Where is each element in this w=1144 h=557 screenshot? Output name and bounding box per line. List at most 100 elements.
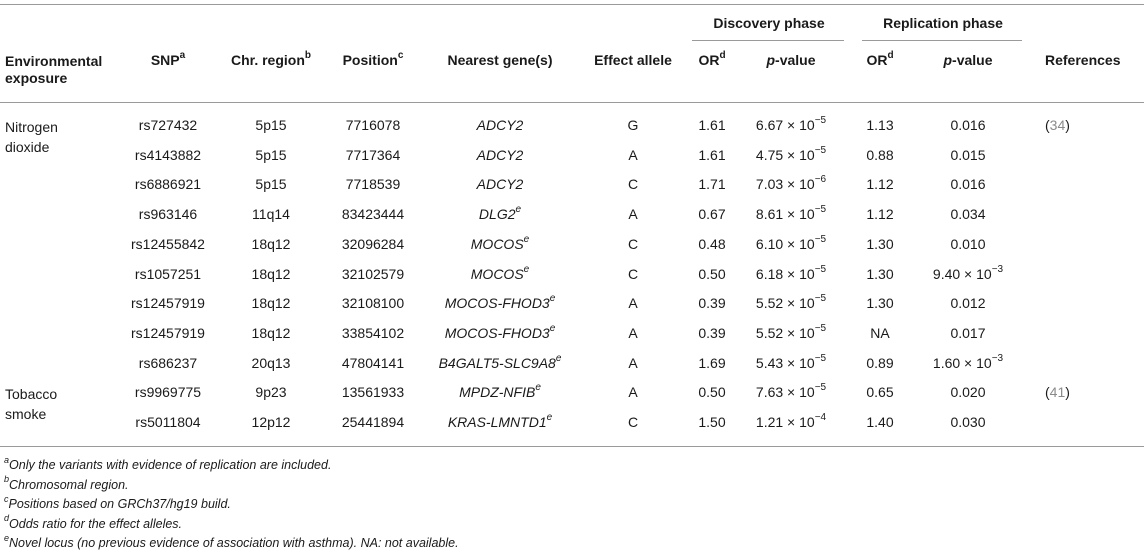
cell-replication-p-value-text: 0.016 bbox=[950, 117, 986, 133]
cell-replication-or: 0.65 bbox=[858, 384, 902, 401]
cell-discovery-p-value-text: 6.18 × 10 bbox=[755, 266, 815, 282]
cell-snp: rs6886921 bbox=[118, 176, 218, 193]
cell-chr-region-text: 5p15 bbox=[255, 147, 287, 163]
cell-nearest-gene-text: ADCY2 bbox=[476, 117, 524, 133]
cell-replication-or: 1.30 bbox=[858, 236, 902, 253]
reference-link[interactable]: 41 bbox=[1049, 384, 1066, 400]
cell-position: 83423444 bbox=[324, 206, 422, 223]
cell-effect-allele: A bbox=[578, 355, 688, 372]
cell-replication-or-text: 1.30 bbox=[866, 295, 894, 311]
cell-discovery-or-text: 0.39 bbox=[698, 295, 726, 311]
cell-chr-region: 18q12 bbox=[218, 325, 324, 342]
cell-effect-allele-text: C bbox=[627, 176, 639, 192]
cell-effect-allele: C bbox=[578, 266, 688, 283]
cell-effect-allele-text: A bbox=[628, 325, 638, 341]
cell-effect-allele-text: C bbox=[627, 236, 639, 252]
col-header-pos-text: Position bbox=[342, 52, 398, 68]
cell-replication-or: 1.30 bbox=[858, 266, 902, 283]
cell-snp-text: rs12457919 bbox=[131, 325, 205, 341]
cell-effect-allele: A bbox=[578, 325, 688, 342]
cell-discovery-or-text: 1.71 bbox=[698, 176, 726, 192]
cell-chr-region: 18q12 bbox=[218, 295, 324, 312]
cell-effect-allele-text: C bbox=[627, 266, 639, 282]
cell-chr-region: 5p15 bbox=[218, 147, 324, 164]
cell-discovery-or: 0.39 bbox=[690, 325, 734, 342]
footnote-text: Only the variants with evidence of repli… bbox=[9, 458, 332, 472]
cell-replication-p-value-sup: −3 bbox=[991, 264, 1004, 276]
cell-snp: rs5011804 bbox=[118, 414, 218, 431]
cell-replication-p-value-text: 0.016 bbox=[950, 176, 986, 192]
cell-nearest-gene-text: KRAS-LMNTD1 bbox=[447, 414, 547, 430]
footnote: cPositions based on GRCh37/hg19 build. bbox=[4, 493, 231, 512]
cell-chr-region: 18q12 bbox=[218, 236, 324, 253]
cell-replication-p-value: 0.016 bbox=[912, 176, 1024, 193]
table-bottom-rule bbox=[0, 446, 1144, 447]
col-header-snp-sup: a bbox=[179, 50, 186, 62]
cell-nearest-gene-text: MOCOS-FHOD3 bbox=[444, 325, 550, 341]
footnote: dOdds ratio for the effect alleles. bbox=[4, 514, 182, 532]
cell-effect-allele: C bbox=[578, 176, 688, 193]
footnote-mark: c bbox=[4, 493, 9, 504]
cell-position: 7717364 bbox=[324, 147, 422, 164]
group-label-line: Nitrogen bbox=[5, 119, 58, 135]
cell-chr-region-text: 18q12 bbox=[251, 236, 291, 252]
cell-snp-text: rs12457919 bbox=[131, 295, 205, 311]
col-header-discovery-p-value: p-value bbox=[740, 52, 842, 69]
reference-citation[interactable]: (34) bbox=[1045, 117, 1070, 134]
footnote-mark: b bbox=[4, 474, 10, 485]
col-header-env-line1: Environmental bbox=[5, 53, 103, 69]
cell-snp-text: rs963146 bbox=[138, 206, 198, 222]
cell-nearest-gene: MOCOSe bbox=[422, 235, 578, 253]
cell-nearest-gene-sup: e bbox=[523, 264, 530, 276]
cell-discovery-or-text: 0.50 bbox=[698, 384, 726, 400]
cell-discovery-p-value-sup: −5 bbox=[814, 353, 827, 365]
cell-snp: rs12457919 bbox=[118, 295, 218, 312]
cell-discovery-p-value-sup: −5 bbox=[814, 145, 827, 157]
cell-replication-p-value: 0.020 bbox=[912, 384, 1024, 401]
cell-chr-region: 5p15 bbox=[218, 117, 324, 134]
group-label: Nitrogen dioxide bbox=[5, 117, 58, 157]
footnote-text: Positions based on GRCh37/hg19 build. bbox=[8, 497, 231, 511]
cell-snp: rs1057251 bbox=[118, 266, 218, 283]
reference-link[interactable]: 34 bbox=[1049, 117, 1066, 133]
footnote-text: Novel locus (no previous evidence of ass… bbox=[9, 536, 459, 550]
cell-nearest-gene-text: DLG2 bbox=[478, 206, 516, 222]
replication-group-rule bbox=[862, 40, 1022, 41]
cell-position: 32108100 bbox=[324, 295, 422, 312]
cell-chr-region: 20q13 bbox=[218, 355, 324, 372]
cell-discovery-p-value-sup: −5 bbox=[814, 382, 827, 394]
cell-nearest-gene: ADCY2 bbox=[422, 147, 578, 164]
cell-effect-allele: A bbox=[578, 295, 688, 312]
cell-replication-p-value: 0.034 bbox=[912, 206, 1024, 223]
cell-replication-p-value-text: 0.017 bbox=[950, 325, 986, 341]
cell-replication-or-text: 1.30 bbox=[866, 266, 894, 282]
cell-discovery-p-value: 7.63 × 10−5 bbox=[740, 382, 842, 401]
group-label-line: smoke bbox=[5, 406, 47, 422]
cell-replication-or-text: 1.12 bbox=[866, 206, 894, 222]
cell-discovery-or-text: 1.69 bbox=[698, 355, 726, 371]
cell-nearest-gene-sup: e bbox=[549, 293, 556, 305]
col-header-p1-italic: p bbox=[766, 52, 776, 68]
cell-snp: rs963146 bbox=[118, 206, 218, 223]
cell-discovery-p-value-sup: −5 bbox=[814, 204, 827, 216]
cell-effect-allele: G bbox=[578, 117, 688, 134]
cell-replication-p-value-text: 0.020 bbox=[950, 384, 986, 400]
reference-citation[interactable]: (41) bbox=[1045, 384, 1070, 401]
cell-snp: rs9969775 bbox=[118, 384, 218, 401]
discovery-phase-header: Discovery phase bbox=[713, 15, 825, 31]
cell-replication-p-value-sup: −3 bbox=[991, 353, 1004, 365]
table-top-rule bbox=[0, 4, 1144, 5]
footnote-text: Chromosomal region. bbox=[9, 477, 129, 492]
cell-discovery-p-value-text: 1.21 × 10 bbox=[755, 414, 815, 430]
cell-position: 7718539 bbox=[324, 176, 422, 193]
col-header-discovery-or: ORd bbox=[690, 51, 734, 69]
footnote: eNovel locus (no previous evidence of as… bbox=[4, 533, 459, 551]
cell-replication-or-text: 1.12 bbox=[866, 176, 894, 192]
cell-replication-p-value-text: 9.40 × 10 bbox=[932, 266, 992, 282]
cell-discovery-p-value-sup: −5 bbox=[814, 264, 827, 276]
cell-chr-region-text: 9p23 bbox=[255, 384, 287, 400]
col-header-effect-allele: Effect allele bbox=[594, 52, 672, 68]
cell-discovery-p-value: 5.52 × 10−5 bbox=[740, 324, 842, 342]
cell-position-text: 7717364 bbox=[345, 147, 401, 163]
cell-discovery-or-text: 1.50 bbox=[698, 414, 726, 430]
